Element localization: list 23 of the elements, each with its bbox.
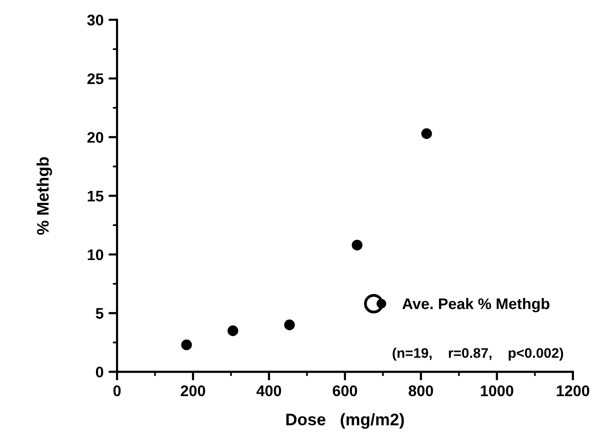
annotation: (n=19, r=0.87, p<0.002) bbox=[392, 348, 564, 361]
point bbox=[352, 240, 362, 250]
x-tick-label: 800 bbox=[408, 385, 434, 396]
y-tick-label: 10 bbox=[88, 249, 104, 260]
y-tick-label: 5 bbox=[96, 308, 104, 319]
point bbox=[284, 320, 295, 330]
y-tick-label: 0 bbox=[96, 366, 104, 378]
point bbox=[228, 325, 238, 336]
x-tick-label: 1200 bbox=[556, 385, 590, 396]
y-tick-label: 15 bbox=[88, 190, 104, 202]
y-tick-label: 25 bbox=[87, 73, 104, 84]
x-tick-label: 0 bbox=[113, 385, 121, 396]
point bbox=[421, 128, 432, 139]
y-axis-title: % Methgb bbox=[36, 157, 52, 235]
x-axis-title: Dose (mg/m2) bbox=[286, 413, 404, 429]
y-tick-label: 30 bbox=[87, 14, 104, 26]
x-tick-label: 1000 bbox=[480, 385, 514, 396]
x-tick-label: 600 bbox=[332, 385, 358, 396]
x-tick-label: 400 bbox=[256, 385, 282, 396]
legend-label: Ave. Peak % Methgb bbox=[402, 298, 550, 312]
x-tick-label: 200 bbox=[180, 385, 206, 396]
point bbox=[181, 339, 192, 350]
y-tick-label: 20 bbox=[87, 132, 104, 143]
